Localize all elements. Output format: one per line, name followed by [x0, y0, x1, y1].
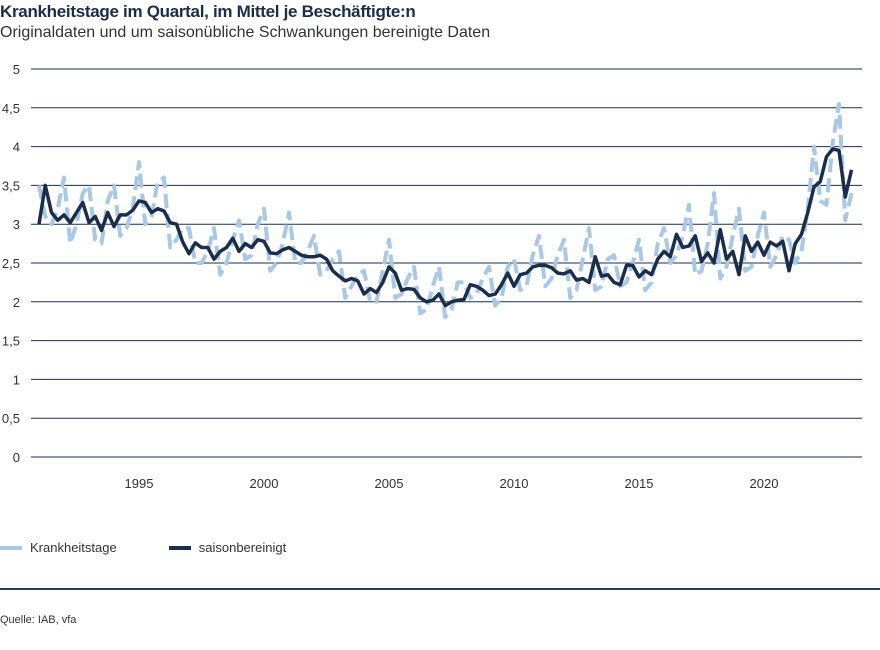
y-tick-label: 0: [13, 450, 20, 465]
y-tick-label: 1,5: [2, 334, 20, 349]
y-tick-label: 2,5: [2, 256, 20, 271]
y-tick-label: 3: [13, 217, 20, 232]
y-tick-label: 3,5: [2, 178, 20, 193]
legend: Krankheitstage saisonbereinigt: [0, 540, 338, 555]
line-chart: 0 0,5 1 1,5 2 2,5 3 3,5 4 4,5 5 1995 2000 2005 2010 201…: [2, 62, 862, 491]
legend-label: saisonbereinigt: [198, 540, 287, 555]
legend-item-krankheitstage: Krankheitstage: [0, 540, 117, 555]
y-tick-label: 0,5: [2, 411, 20, 426]
y-tick-label: 1: [13, 372, 20, 387]
y-tick-label: 5: [13, 62, 20, 77]
legend-swatch: [168, 545, 191, 550]
y-tick-label: 2: [13, 295, 20, 310]
x-tick-label: 2000: [250, 476, 279, 491]
x-tick-label: 2020: [750, 476, 779, 491]
x-tick-label: 2005: [375, 476, 404, 491]
x-tick-label: 2015: [625, 476, 654, 491]
x-tick-label: 1995: [125, 476, 154, 491]
divider: [0, 588, 880, 590]
x-tick-label: 2010: [500, 476, 529, 491]
legend-swatch: [0, 545, 22, 550]
chart-title: Krankheitstage im Quartal, im Mittel je …: [0, 2, 416, 21]
source-note: Quelle: IAB, vfa: [0, 614, 77, 626]
series-line-krankheitstage: [37, 101, 854, 320]
chart-subtitle: Originaldaten und um saisonübliche Schwa…: [0, 24, 491, 41]
legend-item-saisonbereinigt: saisonbereinigt: [168, 540, 287, 555]
legend-label: Krankheitstage: [30, 540, 117, 555]
y-tick-label: 4: [13, 140, 20, 155]
y-tick-label: 4,5: [2, 101, 20, 116]
series-line-saisonbereinigt: [37, 147, 854, 308]
